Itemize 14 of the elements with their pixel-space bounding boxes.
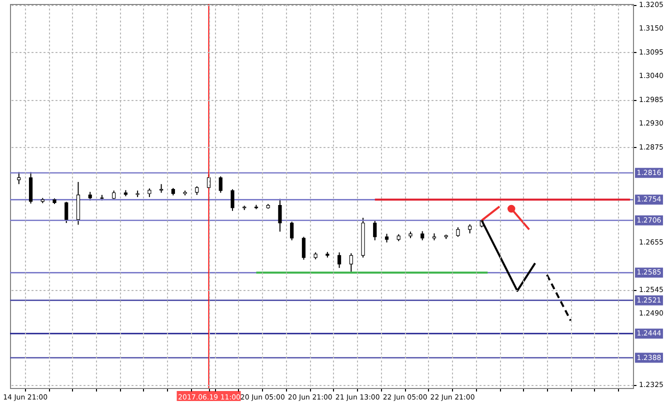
candlestick — [349, 252, 353, 272]
candlestick — [373, 220, 377, 241]
candlestick — [230, 188, 234, 212]
candlestick — [28, 172, 33, 204]
candlestick — [290, 221, 294, 241]
candlestick — [468, 224, 472, 234]
candlestick — [420, 230, 424, 241]
candlestick — [64, 201, 68, 224]
candlestick — [338, 252, 342, 268]
candlestick — [218, 176, 222, 194]
candlestick — [17, 172, 21, 185]
candlestick — [302, 236, 306, 260]
candlestick — [278, 198, 282, 232]
candlestick — [456, 226, 460, 238]
